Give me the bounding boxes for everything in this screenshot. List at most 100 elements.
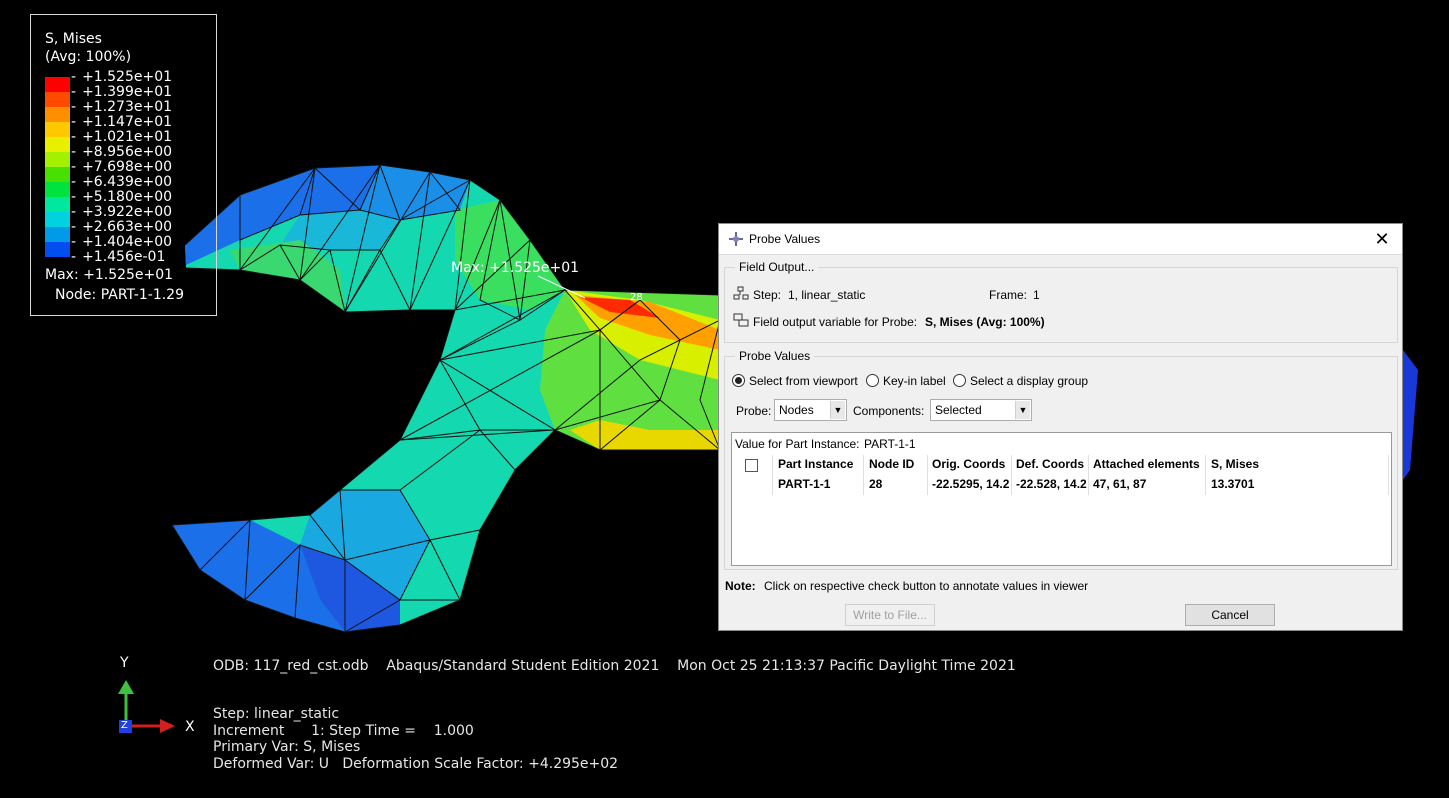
col-sep	[1011, 455, 1012, 495]
legend-value: +1.456e-01	[71, 250, 172, 265]
annotate-checkbox[interactable]	[745, 459, 758, 472]
legend-swatch	[45, 92, 70, 107]
legend-value: +6.439e+00	[71, 175, 172, 190]
col-sep	[1388, 455, 1389, 495]
step-info-line: Step: linear_static	[213, 706, 340, 722]
table-caption-value: PART-1-1	[864, 437, 916, 451]
contour-legend: S, Mises (Avg: 100%) +1.525e+01+1.399e+0…	[30, 14, 217, 316]
cell-part-instance: PART-1-1	[778, 477, 831, 491]
components-value: Selected	[935, 403, 982, 417]
legend-swatch	[45, 152, 70, 167]
probe-icon	[729, 232, 743, 246]
stress-zone-low-3	[172, 520, 345, 632]
legend-swatch	[45, 227, 70, 242]
legend-swatch	[45, 197, 70, 212]
cell-s-mises: 13.3701	[1211, 477, 1255, 491]
legend-swatch	[45, 122, 70, 137]
axis-y-label: Y	[120, 655, 129, 671]
dialog-title: Probe Values	[749, 232, 821, 246]
field-variable-value: S, Mises (Avg: 100%)	[925, 315, 1045, 329]
stress-zone-low-4	[300, 545, 400, 632]
legend-value: +1.404e+00	[71, 235, 172, 250]
step-value: 1, linear_static	[788, 288, 866, 302]
write-to-file-button[interactable]: Write to File...	[845, 604, 935, 626]
cell-attached-elements: 47, 61, 87	[1093, 477, 1147, 491]
col-header-node-id: Node ID	[869, 457, 915, 471]
close-icon[interactable]: ✕	[1374, 229, 1390, 249]
legend-subtitle: (Avg: 100%)	[45, 49, 132, 65]
probe-label: Probe:	[736, 404, 772, 418]
cell-orig-coords: -22.5295, 14.2	[932, 477, 1010, 491]
col-sep	[772, 455, 773, 495]
legend-value: +2.663e+00	[71, 220, 172, 235]
cancel-button[interactable]: Cancel	[1185, 604, 1275, 626]
stress-zone-right-fragment	[1403, 350, 1418, 480]
probe-values-group-label: Probe Values	[735, 349, 815, 363]
stress-zone-yellow-2	[570, 420, 720, 450]
radio-indicator-selected	[732, 374, 745, 387]
legend-swatch	[45, 137, 70, 152]
field-output-group: Field Output... Step: 1, linear_static F…	[724, 260, 1398, 343]
stress-zone-mid-1	[300, 490, 430, 600]
probe-type-select[interactable]: Nodes ▼	[774, 399, 847, 421]
col-sep	[1088, 455, 1089, 495]
axis-triad	[118, 680, 175, 733]
legend-swatches	[45, 77, 70, 257]
components-select[interactable]: Selected ▼	[930, 399, 1032, 421]
legend-value: +1.147e+01	[71, 115, 172, 130]
radio-display-group[interactable]: Select a display group	[953, 374, 1088, 388]
radio-keyin-text: Key-in label	[883, 374, 946, 388]
radio-indicator	[866, 374, 879, 387]
legend-value: +1.021e+01	[71, 130, 172, 145]
legend-values: +1.525e+01+1.399e+01+1.273e+01+1.147e+01…	[71, 70, 172, 265]
col-sep	[927, 455, 928, 495]
table-grid: Part Instance Node ID Orig. Coords Def. …	[732, 455, 1389, 495]
stress-zone-mid-2	[280, 210, 400, 250]
odb-info-line: ODB: 117_red_cst.odb Abaqus/Standard Stu…	[213, 658, 1016, 674]
col-sep	[863, 455, 864, 495]
radio-select-viewport-label: Select from viewport	[749, 374, 858, 388]
legend-swatch	[45, 77, 70, 92]
field-output-group-label[interactable]: Field Output...	[735, 260, 819, 274]
legend-value: +8.956e+00	[71, 145, 172, 160]
probe-values-dialog: Probe Values ✕ Field Output... Step: 1, …	[718, 223, 1403, 631]
frame-label: Frame:	[989, 288, 1028, 302]
chevron-down-icon: ▼	[1015, 401, 1030, 419]
legend-swatch	[45, 167, 70, 182]
legend-swatch	[45, 242, 70, 257]
stress-zone-low-1	[185, 165, 380, 265]
table-caption: Value for Part Instance:	[735, 437, 860, 451]
dialog-titlebar[interactable]: Probe Values ✕	[719, 224, 1402, 255]
max-leader-line	[537, 275, 586, 299]
probe-results-table: Value for Part Instance: PART-1-1 Part I…	[731, 432, 1392, 566]
field-variable-icon	[733, 313, 749, 327]
deformed-var-line: Deformed Var: U Deformation Scale Factor…	[213, 756, 619, 772]
legend-node: Node: PART-1-1.29	[55, 287, 184, 303]
max-annotation: Max: +1.525e+01	[451, 260, 579, 276]
radio-keyin-label[interactable]: Key-in label	[866, 374, 946, 388]
legend-value: +3.922e+00	[71, 205, 172, 220]
col-header-part-instance: Part Instance	[778, 457, 854, 471]
stress-zone-low-2	[360, 165, 470, 220]
radio-select-viewport[interactable]: Select from viewport	[732, 374, 858, 388]
stress-zone-green-1	[455, 200, 565, 310]
axis-z-label: Z	[121, 720, 128, 731]
col-sep	[1205, 455, 1206, 495]
radio-display-group-text: Select a display group	[970, 374, 1089, 388]
probe-type-value: Nodes	[779, 403, 814, 417]
col-header-orig-coords: Orig. Coords	[932, 457, 1006, 471]
col-header-s-mises: S, Mises	[1211, 457, 1260, 471]
legend-swatch	[45, 107, 70, 122]
mesh-edges	[171, 163, 721, 633]
legend-swatch	[45, 182, 70, 197]
legend-value: +1.273e+01	[71, 100, 172, 115]
step-label: Step:	[753, 288, 782, 302]
axis-x-label: X	[185, 719, 195, 735]
legend-value: +1.525e+01	[71, 70, 172, 85]
col-header-attached-elements: Attached elements	[1093, 457, 1200, 471]
step-tree-icon	[733, 286, 749, 300]
radio-indicator	[953, 374, 966, 387]
note-text: Click on respective check button to anno…	[764, 579, 1089, 593]
cell-def-coords: -22.528, 14.2	[1016, 477, 1087, 491]
